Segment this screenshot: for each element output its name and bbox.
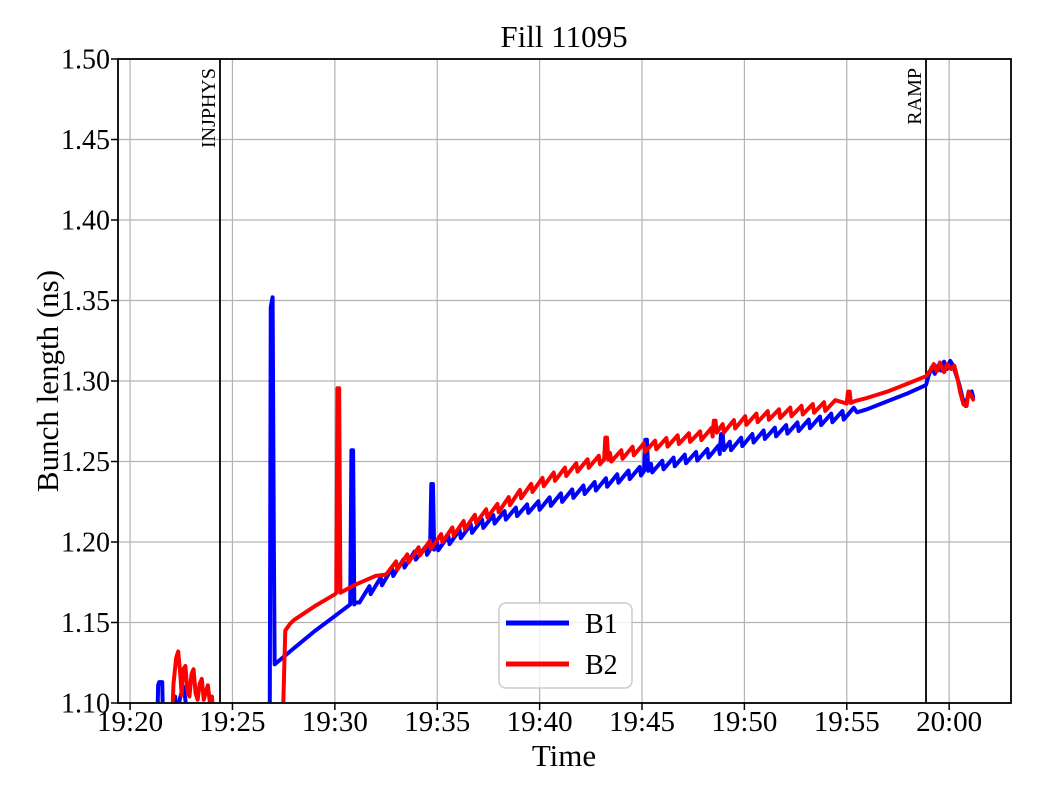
series-B2-line <box>170 649 215 703</box>
x-tick-label: 19:35 <box>404 706 470 738</box>
y-tick-label: 1.20 <box>61 528 110 559</box>
legend-label-B1: B1 <box>585 609 618 640</box>
y-tick-label: 1.50 <box>61 45 110 76</box>
x-tick-label: 19:40 <box>507 706 573 738</box>
legend-label-B2: B2 <box>585 650 618 681</box>
x-tick-label: 19:45 <box>609 706 675 738</box>
y-tick-label: 1.45 <box>61 125 110 156</box>
y-tick-label: 1.30 <box>61 367 110 398</box>
x-tick-label: 19:25 <box>199 706 265 738</box>
x-tick-label: 19:55 <box>814 706 880 738</box>
y-tick-label: 1.35 <box>61 286 110 317</box>
axes <box>111 58 1012 710</box>
x-axis-label: Time <box>532 738 596 773</box>
chart-title: Fill 11095 <box>500 19 627 54</box>
data-series <box>155 295 976 703</box>
plot-border <box>117 58 1012 704</box>
series-B2-line <box>281 360 976 703</box>
y-tick-label: 1.15 <box>61 608 110 639</box>
event-line-label: RAMP <box>904 68 926 125</box>
y-tick-label: 1.25 <box>61 447 110 478</box>
series-B1-line <box>155 680 165 703</box>
tick-labels: 19:20 19:25 19:30 19:35 19:40 19:45 19:50 19:55… <box>61 45 982 739</box>
y-axis-label: Bunch length (ns) <box>30 270 65 492</box>
y-tick-label: 1.10 <box>61 689 110 720</box>
x-tick-label: 19:30 <box>302 706 368 738</box>
x-tick-label: 19:20 <box>97 706 163 738</box>
event-line-label: INJPHYS <box>198 68 220 148</box>
y-tick-label: 1.40 <box>61 206 110 237</box>
x-tick-label: 19:50 <box>711 706 777 738</box>
x-tick-label: 20:00 <box>916 706 982 738</box>
